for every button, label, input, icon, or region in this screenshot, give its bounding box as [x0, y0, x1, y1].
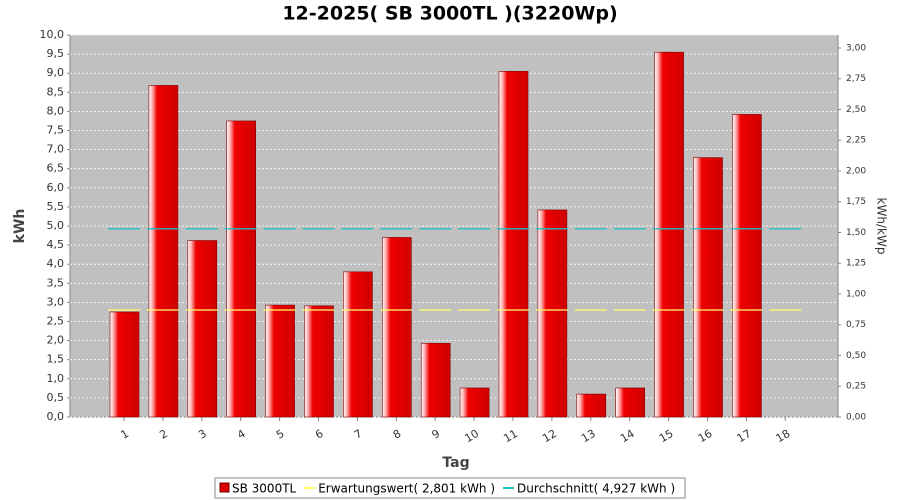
bar: [693, 157, 723, 418]
bar: [498, 70, 529, 418]
y-tick-label: 6,5: [47, 162, 65, 175]
legend-swatch: [219, 482, 230, 493]
x-tick-label: 8: [391, 427, 404, 442]
y-tick-label: 9,0: [47, 66, 65, 79]
legend: [214, 477, 686, 499]
x-axis-label: Tag: [442, 455, 469, 471]
y-tick-label: 10,0: [40, 28, 65, 41]
y-tick-label: 4,5: [47, 238, 65, 251]
y2-tick-label: 1,50: [846, 228, 866, 238]
bar: [187, 240, 218, 418]
x-tick-label: 2: [157, 427, 170, 442]
x-tick-label: 4: [235, 427, 248, 442]
bar: [343, 271, 373, 418]
x-tick-label: 7: [352, 427, 365, 442]
x-tick-label: 11: [501, 427, 520, 445]
bar: [732, 114, 762, 418]
bar: [576, 393, 607, 418]
bar: [304, 305, 334, 418]
y2-tick-label: 2,75: [846, 74, 866, 84]
bar: [420, 342, 451, 418]
x-tick-label: 13: [579, 427, 598, 445]
y-tick-label: 6,0: [47, 181, 65, 194]
y2-tick-label: 2,50: [846, 105, 866, 115]
y-tick-label: 2,0: [47, 334, 65, 347]
x-tick-label: 17: [735, 427, 754, 445]
x-tick-label: 15: [657, 427, 676, 445]
x-tick-label: 9: [430, 427, 443, 442]
y2-tick-label: 1,00: [846, 289, 866, 299]
legend-label: Durchschnitt( 4,927 kWh ): [517, 482, 675, 496]
y2-tick-label: 3,00: [846, 43, 866, 53]
y2-tick-label: 0,25: [846, 382, 866, 392]
y2-tick-label: 1,75: [846, 197, 866, 207]
y-tick-label: 0,5: [47, 391, 65, 404]
bar: [109, 311, 140, 418]
bar: [654, 51, 684, 418]
x-tick-label: 14: [618, 427, 637, 445]
x-tick-label: 10: [462, 427, 481, 445]
y2-tick-label: 1,25: [846, 259, 866, 269]
legend-label: Erwartungswert( 2,801 kWh ): [318, 482, 495, 496]
y2-tick-label: 0,75: [846, 320, 866, 330]
bar: [615, 387, 646, 418]
x-tick-label: 18: [774, 427, 793, 445]
y-tick-label: 5,0: [47, 219, 65, 232]
y-tick-label: 4,0: [47, 257, 65, 270]
y-tick-label: 1,0: [47, 372, 65, 385]
y2-tick-label: 0,00: [846, 413, 866, 423]
y-tick-label: 3,5: [47, 276, 65, 289]
x-tick-label: 1: [118, 427, 131, 442]
y-tick-label: 7,5: [47, 124, 65, 137]
bar: [148, 85, 179, 418]
y-tick-label: 1,5: [47, 353, 65, 366]
y2-axis-label: kWh/kWp: [875, 198, 889, 255]
bar: [459, 387, 490, 418]
y2-tick-label: 2,00: [846, 166, 866, 176]
y2-tick-label: 2,25: [846, 136, 866, 146]
x-tick-label: 6: [313, 427, 326, 442]
legend-label: SB 3000TL: [232, 482, 297, 496]
y-tick-label: 9,5: [47, 47, 65, 60]
x-tick-label: 16: [696, 427, 715, 445]
y2-tick-label: 0,50: [846, 351, 866, 361]
y-tick-label: 2,5: [47, 315, 65, 328]
y-axis-label: kWh: [12, 209, 28, 244]
x-tick-label: 12: [540, 427, 559, 445]
bar: [381, 237, 412, 418]
x-tick-label: 5: [274, 427, 287, 442]
y-tick-label: 3,0: [47, 295, 65, 308]
y-tick-label: 8,5: [47, 85, 65, 98]
y-tick-label: 8,0: [47, 104, 65, 117]
y-tick-label: 5,5: [47, 200, 65, 213]
bar: [265, 304, 295, 418]
chart-title: 12-2025( SB 3000TL )(3220Wp): [282, 3, 617, 25]
x-tick-label: 3: [196, 427, 209, 442]
bar: [226, 120, 256, 418]
bar: [537, 209, 568, 418]
y-tick-label: 0,0: [47, 410, 65, 423]
y-tick-label: 7,0: [47, 143, 65, 156]
